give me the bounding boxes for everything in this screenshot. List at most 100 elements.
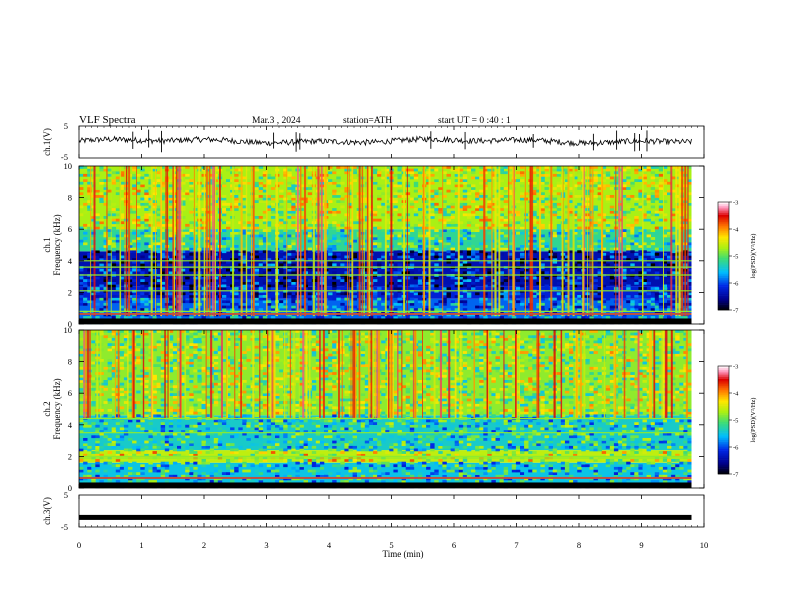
spectrogram-cell bbox=[471, 258, 476, 261]
spectrogram-cell bbox=[385, 218, 390, 222]
spectrogram-cell bbox=[181, 395, 186, 399]
spectrogram-cell bbox=[185, 435, 190, 439]
spectrogram-cell bbox=[144, 343, 149, 346]
spectrogram-cell bbox=[569, 271, 574, 275]
spectrogram-cell bbox=[181, 234, 186, 238]
spectrogram-cell bbox=[299, 284, 304, 288]
spectrogram-cell bbox=[589, 316, 594, 319]
spectrogram-cell bbox=[258, 250, 264, 254]
spectrogram-cell bbox=[148, 223, 153, 227]
spectrogram-cell bbox=[132, 205, 137, 209]
spectrogram-cell bbox=[262, 229, 268, 232]
spectrogram-cell bbox=[156, 218, 161, 222]
spectrogram-cell bbox=[270, 187, 276, 190]
spectrogram-cell bbox=[332, 210, 337, 214]
spectrogram-cell bbox=[654, 218, 660, 222]
spectrogram-cell bbox=[373, 213, 378, 217]
spectrogram-cell bbox=[336, 258, 341, 261]
spectrogram-cell bbox=[340, 279, 345, 282]
spectrogram-cell bbox=[258, 181, 264, 185]
spectrogram-cell bbox=[450, 205, 455, 209]
spectrogram-cell bbox=[168, 239, 174, 243]
spectrogram-cell bbox=[520, 197, 525, 201]
spectrogram-cell bbox=[352, 252, 357, 256]
spectrogram-cell bbox=[291, 234, 296, 238]
spectrogram-cell bbox=[152, 411, 157, 415]
spectrogram-cell bbox=[160, 385, 166, 389]
spectrogram-cell bbox=[79, 353, 84, 357]
spectrogram-cell bbox=[642, 173, 647, 177]
spectrogram-cell bbox=[409, 197, 415, 201]
spectrogram-cell bbox=[144, 216, 149, 219]
spectrogram-cell bbox=[246, 181, 251, 185]
spectrogram-cell bbox=[462, 223, 468, 227]
spectrogram-cell bbox=[552, 302, 558, 306]
sferic-streak bbox=[245, 166, 248, 317]
spectrogram-cell bbox=[181, 247, 186, 251]
spectrogram-cell bbox=[687, 279, 692, 282]
spectrogram-cell bbox=[671, 176, 676, 180]
spectrogram-cell bbox=[189, 284, 194, 288]
spectrogram-cell bbox=[454, 255, 460, 259]
spectrogram-cell bbox=[140, 255, 145, 259]
spectrogram-cell bbox=[119, 181, 125, 185]
spectrogram-cell bbox=[164, 343, 170, 346]
spectrogram-cell bbox=[340, 229, 345, 232]
spectrogram-cell bbox=[458, 295, 464, 298]
spectrogram-cell bbox=[95, 440, 100, 444]
spectrogram-cell bbox=[687, 245, 692, 248]
spectrogram-cell bbox=[221, 184, 227, 188]
spectrogram-cell bbox=[87, 281, 92, 285]
spectrogram-cell bbox=[128, 414, 133, 418]
spectrogram-cell bbox=[450, 268, 455, 272]
spectrogram-cell bbox=[140, 430, 145, 433]
spectrogram-cell bbox=[119, 361, 125, 365]
spectrogram-cell bbox=[634, 305, 639, 309]
spectrogram-cell bbox=[483, 171, 488, 175]
spectrogram-cell bbox=[103, 245, 108, 248]
spectrogram-cell bbox=[434, 245, 439, 248]
spectrogram-cell bbox=[242, 263, 247, 267]
spectrogram-cell bbox=[99, 255, 104, 259]
spectrogram-cell bbox=[95, 469, 100, 473]
sferic-streak bbox=[530, 166, 533, 317]
spectrogram-cell bbox=[181, 372, 186, 375]
spectrogram-cell bbox=[144, 234, 149, 238]
spectrogram-cell bbox=[234, 205, 239, 209]
spectrogram-cell bbox=[622, 281, 627, 285]
spectrogram-cell bbox=[646, 226, 651, 230]
spectrogram-cell bbox=[119, 395, 125, 399]
spectrogram-cell bbox=[152, 234, 157, 238]
spectrogram-cell bbox=[258, 310, 264, 314]
spectrogram-cell bbox=[507, 197, 513, 201]
spectrogram-cell bbox=[466, 250, 472, 254]
spectrogram-cell bbox=[95, 445, 100, 449]
spectrogram-cell bbox=[266, 242, 272, 246]
spectrogram-cell bbox=[687, 242, 692, 246]
spectrogram-cell bbox=[646, 263, 651, 267]
ch1-colorbar-segment bbox=[718, 207, 729, 210]
spectrogram-cell bbox=[332, 316, 337, 319]
spectrogram-cell bbox=[103, 308, 108, 311]
spectrogram-cell bbox=[352, 258, 357, 261]
spectrogram-cell bbox=[140, 427, 145, 431]
spectrogram-cell bbox=[573, 176, 578, 180]
spectrogram-cell bbox=[287, 271, 292, 275]
spectrogram-cell bbox=[287, 316, 292, 319]
spectrogram-cell bbox=[352, 305, 357, 309]
spectrogram-cell bbox=[348, 279, 353, 282]
spectrogram-cell bbox=[638, 231, 643, 235]
spectrogram-cell bbox=[658, 168, 664, 172]
spectrogram-cell bbox=[119, 276, 125, 280]
spectrogram-cell bbox=[234, 229, 239, 232]
spectrogram-cell bbox=[254, 271, 259, 275]
spectrogram-cell bbox=[111, 300, 117, 304]
spectrogram-cell bbox=[107, 330, 112, 333]
spectrogram-cell bbox=[577, 305, 582, 309]
spectrogram-cell bbox=[258, 295, 264, 298]
spectrogram-cell bbox=[569, 281, 574, 285]
spectrogram-cell bbox=[234, 245, 239, 248]
spectrogram-cell bbox=[536, 166, 541, 169]
spectrogram-cell bbox=[168, 260, 174, 264]
spectrogram-cell bbox=[642, 171, 647, 175]
